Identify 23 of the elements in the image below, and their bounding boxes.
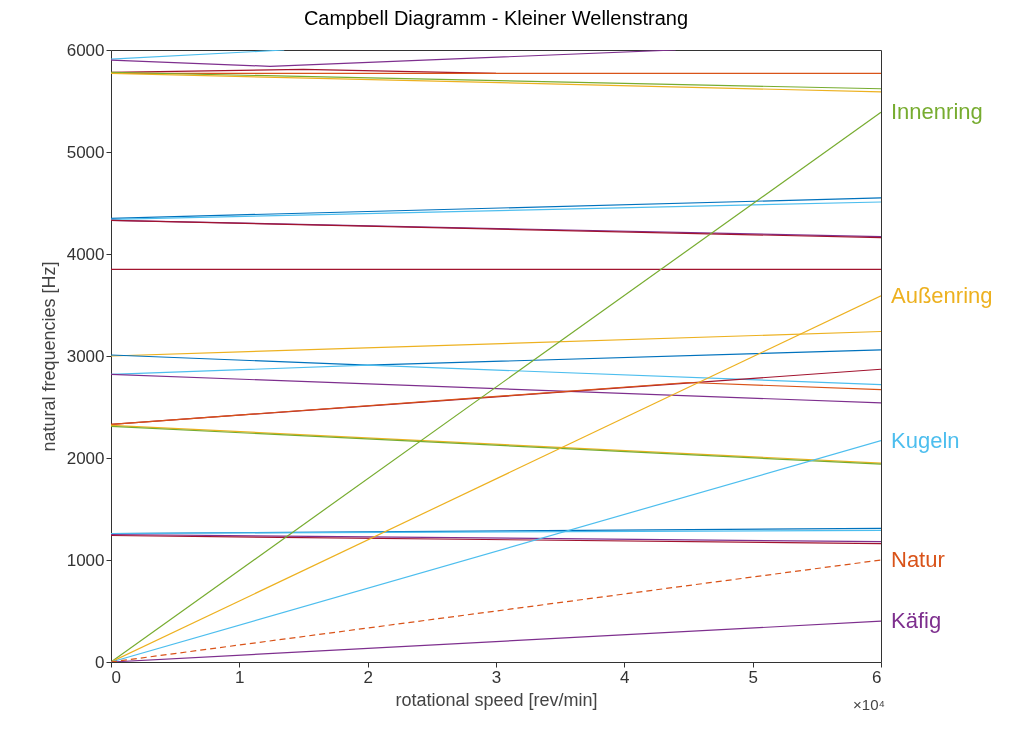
x-tick-label: 6 <box>872 667 882 687</box>
series-label: Natur <box>891 547 945 572</box>
x-tick-label: 1 <box>235 667 245 687</box>
x-tick-label: 5 <box>748 667 758 687</box>
x-axis-title: rotational speed [rev/min] <box>395 689 598 710</box>
y-tick-label: 6000 <box>66 40 105 60</box>
x-tick-label: 0 <box>111 667 121 687</box>
y-tick-label: 2000 <box>66 448 105 468</box>
x-tick-label: 3 <box>491 667 502 687</box>
series-label: Käfig <box>891 608 942 634</box>
series-label: Innenring <box>891 99 983 125</box>
y-tick-label: 3000 <box>66 346 105 366</box>
series-label: Kugeln <box>891 427 960 453</box>
chart-title: Campbell Diagramm - Kleiner Wellenstrang <box>303 7 689 29</box>
y-tick-label: 5000 <box>66 142 105 162</box>
y-tick-label: 1000 <box>66 550 105 570</box>
y-tick-label: 4000 <box>66 244 105 264</box>
y-axis-title: natural frequencies [Hz] <box>38 261 59 452</box>
text: ×10⁴ <box>853 696 885 713</box>
x-tick-label: 2 <box>363 667 373 687</box>
series-label: Außenring <box>891 282 993 308</box>
x-tick-label: 4 <box>620 667 630 687</box>
y-tick-label: 0 <box>95 652 105 672</box>
